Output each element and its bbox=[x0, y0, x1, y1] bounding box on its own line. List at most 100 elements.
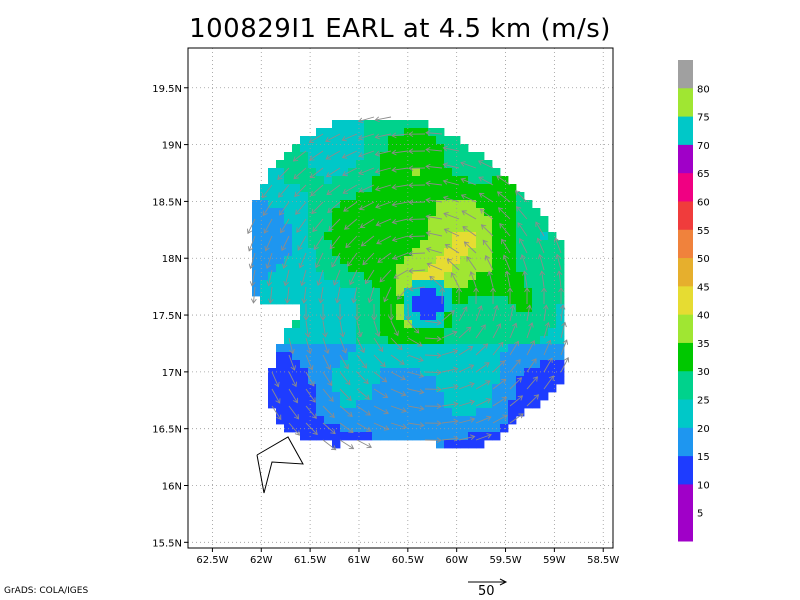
wind-vector bbox=[441, 420, 458, 424]
wind-cell bbox=[468, 168, 477, 177]
wind-cell bbox=[460, 408, 469, 417]
wind-cell bbox=[548, 288, 557, 297]
wind-vector bbox=[271, 371, 279, 387]
wind-cell bbox=[420, 320, 429, 329]
wind-vector bbox=[480, 208, 494, 220]
wind-cell bbox=[484, 160, 493, 169]
wind-cell bbox=[292, 288, 301, 297]
wind-cell bbox=[396, 128, 405, 137]
wind-cell bbox=[428, 152, 437, 161]
wind-vector bbox=[475, 324, 486, 339]
wind-cell bbox=[356, 336, 365, 345]
wind-cell bbox=[428, 376, 437, 385]
wind-vector-head bbox=[310, 190, 316, 197]
wind-vector bbox=[526, 305, 531, 322]
wind-vector bbox=[481, 224, 494, 237]
wind-cell bbox=[284, 424, 293, 433]
wind-cell bbox=[428, 344, 437, 353]
wind-vector-head bbox=[347, 411, 353, 417]
wind-cell bbox=[436, 168, 445, 177]
wind-vector-head bbox=[294, 191, 300, 198]
wind-cell bbox=[388, 264, 397, 273]
wind-vector bbox=[397, 286, 409, 300]
wind-cell bbox=[508, 216, 517, 225]
wind-cell bbox=[444, 424, 453, 433]
wind-vector bbox=[358, 167, 375, 175]
wind-cell bbox=[412, 424, 421, 433]
wind-cell bbox=[524, 328, 533, 337]
wind-vector bbox=[390, 405, 407, 412]
wind-vector-head bbox=[477, 305, 483, 311]
wind-cell bbox=[428, 248, 437, 257]
wind-cell bbox=[324, 192, 333, 201]
wind-cell bbox=[284, 360, 293, 369]
wind-cell bbox=[364, 296, 373, 305]
wind-cell bbox=[364, 216, 373, 225]
wind-vector-head bbox=[425, 163, 431, 170]
wind-vector bbox=[297, 235, 307, 251]
wind-cell bbox=[476, 248, 485, 257]
wind-vector bbox=[361, 235, 375, 247]
wind-cell bbox=[300, 192, 309, 201]
wind-cell bbox=[316, 200, 325, 209]
wind-vector-head bbox=[436, 437, 442, 444]
wind-cell bbox=[316, 344, 325, 353]
wind-cell bbox=[300, 288, 309, 297]
x-tick-label: 60W bbox=[445, 555, 468, 566]
wind-cell bbox=[364, 256, 373, 265]
wind-cell bbox=[412, 208, 421, 217]
wind-cell bbox=[276, 232, 285, 241]
wind-cell bbox=[548, 232, 557, 241]
wind-cell bbox=[508, 200, 517, 209]
wind-cell bbox=[484, 384, 493, 393]
wind-cell bbox=[500, 384, 509, 393]
colorbar-label: 80 bbox=[697, 84, 710, 95]
colorbar-segment bbox=[678, 399, 693, 429]
wind-vector-head bbox=[247, 246, 254, 252]
wind-cell bbox=[308, 200, 317, 209]
wind-cell bbox=[364, 176, 373, 185]
wind-cell bbox=[260, 296, 269, 305]
wind-cell bbox=[348, 144, 357, 153]
wind-cell bbox=[292, 344, 301, 353]
wind-vector-head bbox=[364, 394, 370, 400]
wind-cell bbox=[532, 208, 541, 217]
wind-cell bbox=[516, 216, 525, 225]
wind-cell bbox=[460, 288, 469, 297]
wind-cell bbox=[308, 184, 317, 193]
wind-cell bbox=[348, 360, 357, 369]
wind-cell bbox=[412, 320, 421, 329]
wind-cell bbox=[452, 440, 461, 449]
wind-vector-head bbox=[377, 257, 383, 263]
wind-vector-head bbox=[425, 130, 431, 136]
wind-cell bbox=[364, 152, 373, 161]
wind-cell bbox=[372, 280, 381, 289]
wind-vector bbox=[305, 371, 315, 387]
colorbar-segment bbox=[678, 484, 693, 514]
wind-cell bbox=[340, 336, 349, 345]
wind-vector bbox=[368, 286, 375, 303]
wind-cell bbox=[252, 272, 261, 281]
wind-vector-head bbox=[351, 297, 357, 304]
colorbar-segment bbox=[678, 173, 693, 202]
x-tick-label: 62.5W bbox=[196, 555, 228, 566]
wind-cell bbox=[524, 280, 533, 289]
wind-cell bbox=[348, 376, 357, 385]
wind-cell bbox=[372, 352, 381, 361]
wind-cell bbox=[412, 416, 421, 425]
wind-vector-head bbox=[375, 221, 382, 227]
colorbar-segment bbox=[678, 314, 693, 344]
wind-vector bbox=[288, 371, 297, 387]
wind-vector bbox=[409, 269, 426, 272]
wind-cell bbox=[340, 232, 349, 241]
wind-cell bbox=[276, 288, 285, 297]
colorbar-label: 75 bbox=[697, 113, 710, 124]
wind-cell bbox=[388, 208, 397, 217]
wind-cell bbox=[324, 432, 333, 441]
wind-cell bbox=[276, 168, 285, 177]
wind-cell bbox=[484, 184, 493, 193]
wind-cell bbox=[420, 352, 429, 361]
wind-cell bbox=[364, 200, 373, 209]
wind-vector bbox=[375, 116, 392, 121]
wind-vector bbox=[375, 184, 392, 191]
